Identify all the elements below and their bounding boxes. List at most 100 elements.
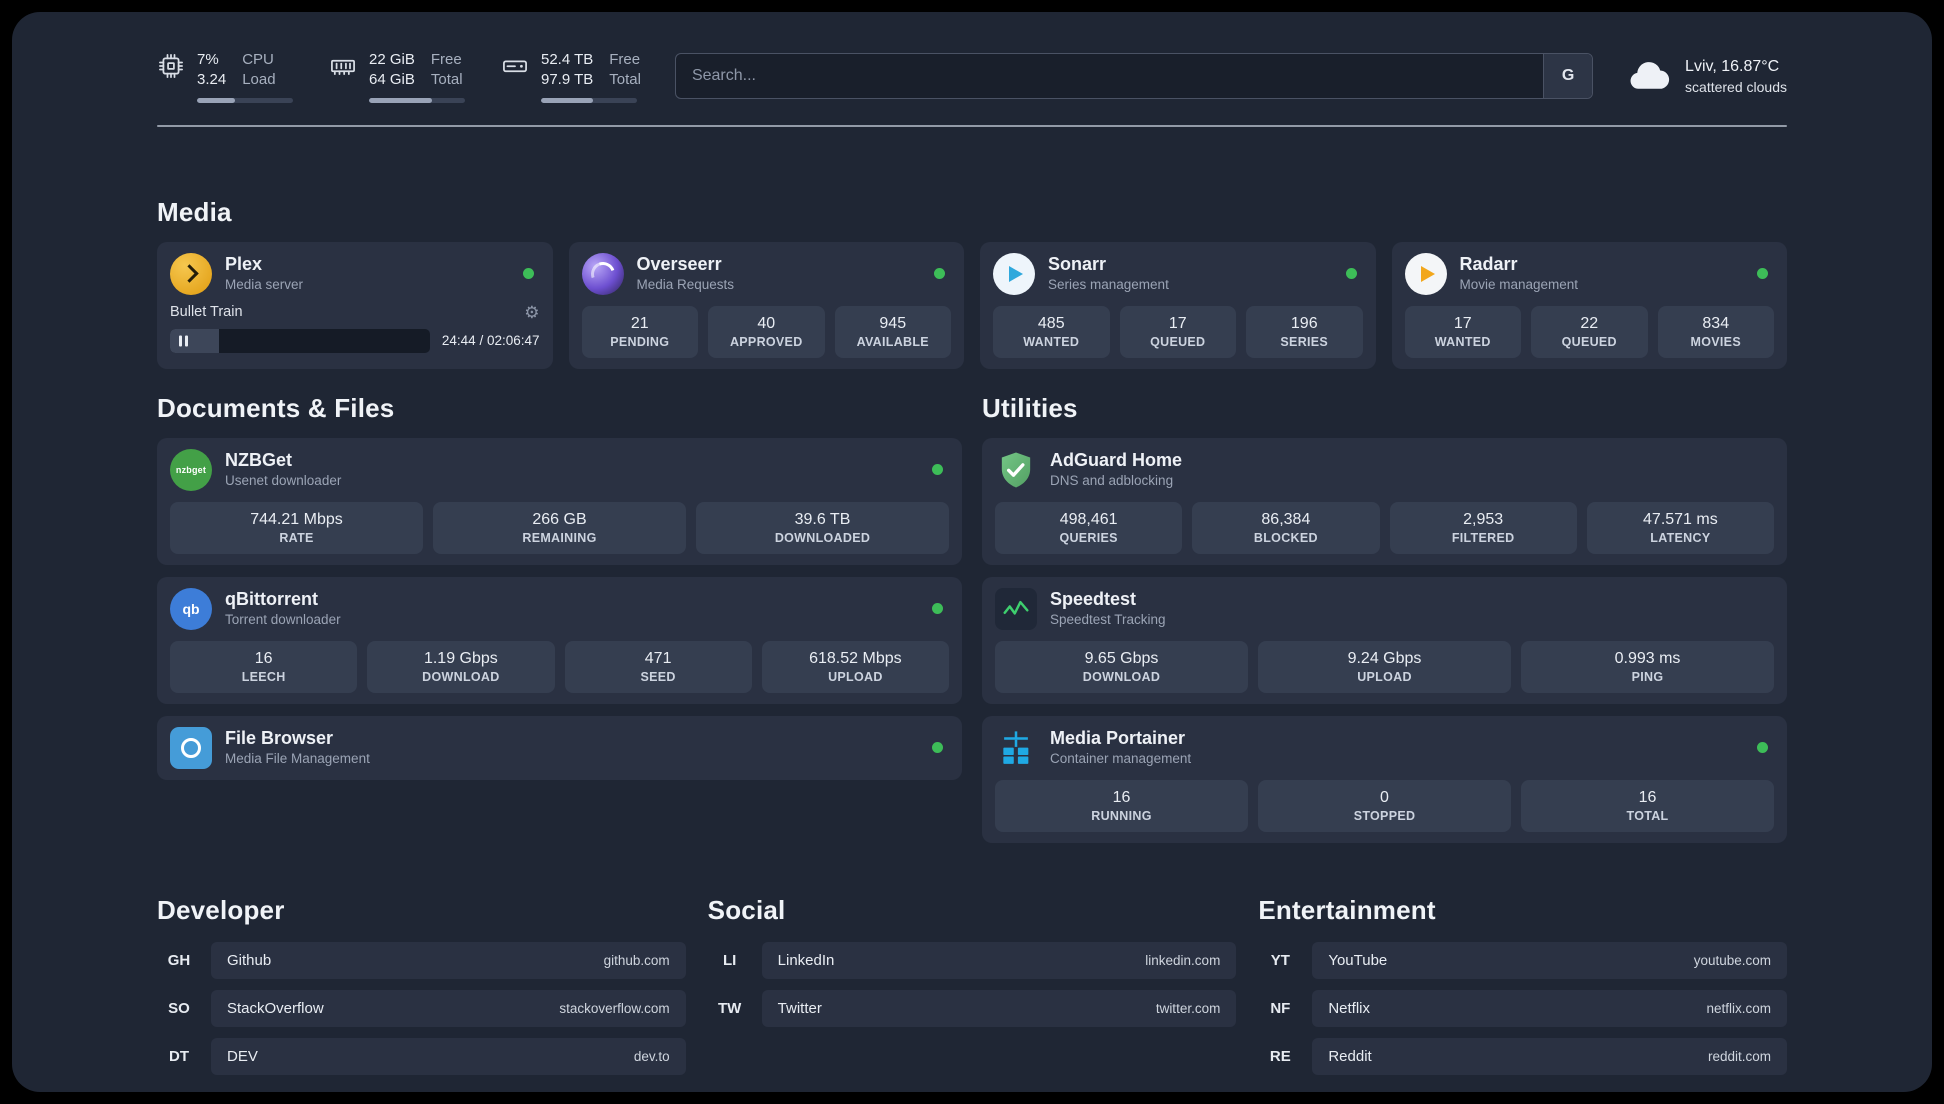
bookmark-url: reddit.com [1707, 1048, 1771, 1064]
player-progress-bar[interactable] [170, 328, 430, 353]
stat-value: 498,461 [1059, 510, 1118, 528]
stat-tile: 0 STOPPED [1258, 779, 1511, 832]
stat-value: 17 [1453, 314, 1472, 332]
nzbget-icon: nzbget [170, 448, 212, 491]
section-media: Media Plex Media server Bullet Train ⚙ [157, 197, 1787, 369]
stat-label: QUEUED [1150, 334, 1206, 349]
stat-value: 196 [1290, 314, 1318, 332]
search-provider-button[interactable]: G [1543, 54, 1593, 99]
adguard-card[interactable]: AdGuard Home DNS and adblocking 498,461 … [982, 437, 1787, 565]
bookmark-name: DEV [227, 1047, 258, 1065]
nzbget-card[interactable]: nzbget NZBGet Usenet downloader 744.21 M… [157, 437, 962, 565]
stat-tile: 17 QUEUED [1119, 305, 1236, 358]
bookmark-abbr: YT [1270, 951, 1290, 969]
stat-label: DOWNLOADED [774, 530, 871, 545]
bookmark-twitter[interactable]: TW Twitter twitter.com [708, 989, 1237, 1027]
bookmark-abbr: NF [1270, 999, 1291, 1017]
bookmark-name: StackOverflow [227, 999, 324, 1017]
bookmark-stackoverflow[interactable]: SO StackOverflow stackoverflow.com [157, 989, 686, 1027]
status-dot [932, 603, 943, 614]
app-description: Usenet downloader [225, 473, 342, 489]
bookmark-youtube[interactable]: YT YouTube youtube.com [1258, 941, 1787, 979]
stat-tile: 16 LEECH [170, 640, 358, 693]
bookmark-name: YouTube [1328, 951, 1388, 969]
bookmark-abbr: SO [168, 999, 190, 1017]
disk-total-value: 97.9 TB [541, 71, 594, 89]
disk-total-label: Total [609, 71, 641, 89]
plex-card[interactable]: Plex Media server Bullet Train ⚙ 24:44 /… [157, 241, 553, 369]
app-name: AdGuard Home [1050, 449, 1183, 470]
bookmark-linkedin[interactable]: LI LinkedIn linkedin.com [708, 941, 1237, 979]
stat-tile: 39.6 TB DOWNLOADED [696, 501, 949, 554]
app-description: Torrent downloader [225, 612, 341, 628]
app-description: Movie management [1459, 277, 1579, 293]
portainer-crane-icon [995, 727, 1037, 769]
stat-tile: 485 WANTED [993, 305, 1110, 358]
app-description: DNS and adblocking [1050, 473, 1174, 489]
qbittorrent-card[interactable]: qb qBittorrent Torrent downloader 16 LEE… [157, 576, 962, 704]
stat-value: 16 [1638, 788, 1657, 806]
radarr-card[interactable]: Radarr Movie management 17 WANTED 22 QUE… [1391, 241, 1787, 369]
disk-widget: 52.4 TB 97.9 TB Free Total [501, 50, 641, 103]
bookmark-dev[interactable]: DT DEV dev.to [157, 1037, 686, 1075]
cpu-usage-value: 7% [197, 51, 219, 68]
app-name: Media Portainer [1050, 727, 1186, 748]
sonarr-card[interactable]: Sonarr Series management 485 WANTED 17 Q… [980, 241, 1376, 369]
status-dot [1345, 268, 1357, 279]
bookmark-url: netflix.com [1706, 1000, 1771, 1016]
bookmark-github[interactable]: GH Github github.com [157, 941, 686, 979]
qbittorrent-icon: qb [170, 587, 212, 630]
app-name: qBittorrent [225, 588, 318, 609]
section-title-developer: Developer [157, 894, 285, 925]
ram-total-value: 64 GiB [369, 71, 415, 89]
stat-label: APPROVED [729, 334, 803, 349]
disk-free-label: Free [609, 51, 641, 68]
stat-tile: 196 SERIES [1246, 305, 1363, 358]
app-name: Plex [225, 253, 263, 274]
app-name: Speedtest [1050, 588, 1137, 609]
stat-tile: 16 TOTAL [1521, 779, 1774, 832]
bookmark-reddit[interactable]: RE Reddit reddit.com [1258, 1037, 1787, 1075]
overseerr-card[interactable]: Overseerr Media Requests 21 PENDING 40 A… [568, 241, 964, 369]
section-title-documents: Documents & Files [157, 392, 395, 423]
cloud-icon [1630, 62, 1670, 90]
app-name: File Browser [225, 727, 334, 748]
cpu-widget: 7% 3.24 CPU Load [157, 50, 293, 103]
speedtest-icon [995, 587, 1037, 630]
stat-value: 22 [1580, 314, 1599, 332]
app-name: Overseerr [636, 253, 722, 274]
section-title-media: Media [157, 196, 232, 227]
filebrowser-card[interactable]: File Browser Media File Management [157, 715, 962, 780]
stat-label: BLOCKED [1253, 530, 1318, 545]
dashboard-window: 7% 3.24 CPU Load [12, 12, 1932, 1092]
pause-icon[interactable] [179, 335, 188, 346]
bookmark-url: youtube.com [1693, 952, 1771, 968]
app-description: Media server [225, 277, 304, 293]
stat-value: 17 [1168, 314, 1187, 332]
search-input[interactable] [675, 67, 1544, 86]
section-title-social: Social [707, 894, 786, 925]
section-social: Social LI LinkedIn linkedin.com TW Twitt… [708, 895, 1237, 1075]
stat-tile: 618.52 Mbps UPLOAD [761, 640, 949, 693]
stat-label: WANTED [1434, 334, 1491, 349]
hard-drive-icon [503, 60, 527, 73]
bookmark-netflix[interactable]: NF Netflix netflix.com [1258, 989, 1787, 1027]
cpu-label: CPU [242, 51, 274, 68]
ram-progress-bar [369, 97, 465, 103]
stat-value: 16 [254, 649, 273, 667]
speedtest-card[interactable]: Speedtest Speedtest Tracking 9.65 Gbps D… [982, 576, 1787, 704]
app-name: NZBGet [225, 449, 292, 470]
app-description: Media File Management [225, 751, 370, 767]
stat-tile: 16 RUNNING [995, 779, 1248, 832]
stat-label: FILTERED [1451, 530, 1515, 545]
stat-value: 21 [630, 314, 649, 332]
portainer-card[interactable]: Media Portainer Container management 16 … [982, 715, 1787, 843]
bookmark-name: Twitter [777, 999, 822, 1017]
player-settings-icon[interactable]: ⚙ [524, 302, 540, 322]
section-title-entertainment: Entertainment [1258, 894, 1436, 925]
ram-free-label: Free [430, 51, 462, 68]
stat-tile: 744.21 Mbps RATE [170, 501, 423, 554]
weather-condition: scattered clouds [1685, 78, 1787, 95]
stat-value: 40 [757, 314, 776, 332]
bookmark-name: Netflix [1328, 999, 1371, 1017]
